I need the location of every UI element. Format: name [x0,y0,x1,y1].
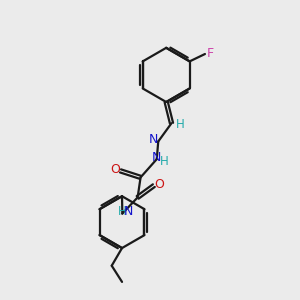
Text: F: F [206,47,214,60]
Text: O: O [111,163,121,176]
Text: N: N [152,151,161,164]
Text: H: H [176,118,185,131]
Text: N: N [148,134,158,146]
Text: N: N [124,205,134,218]
Text: H: H [160,155,169,168]
Text: H: H [118,205,127,218]
Text: O: O [154,178,164,191]
